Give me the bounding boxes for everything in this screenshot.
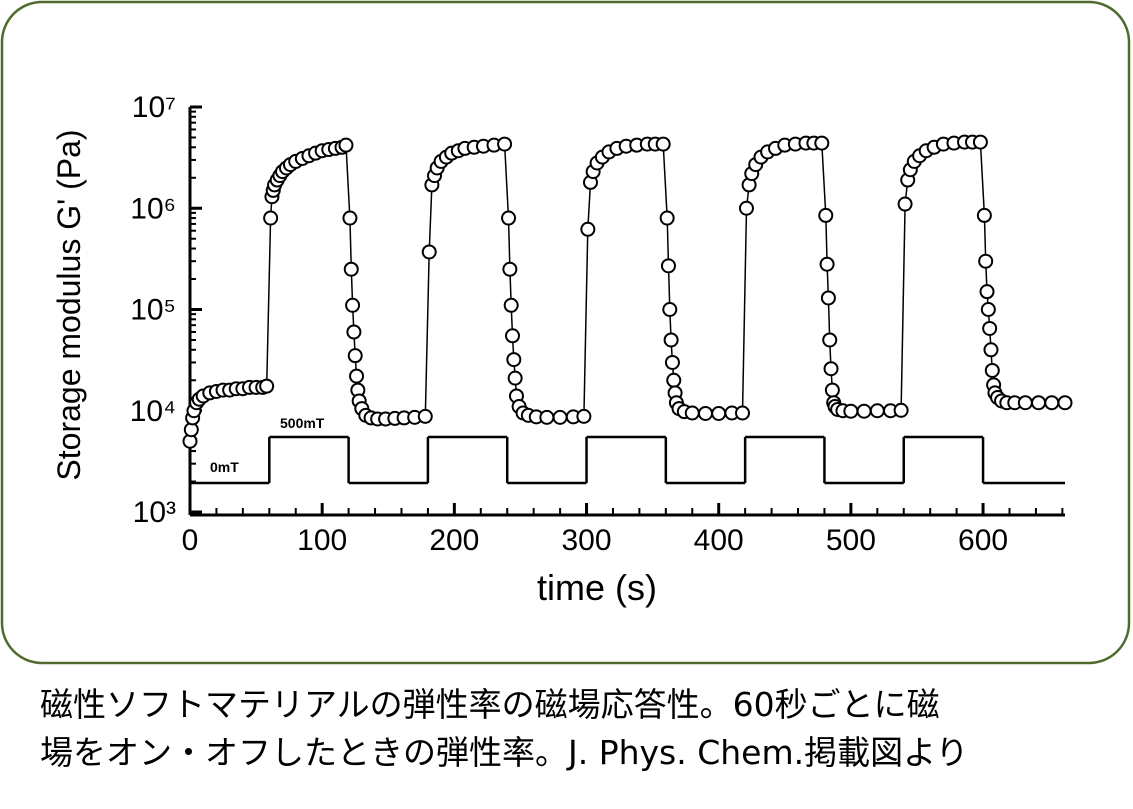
data-point — [580, 221, 596, 237]
data-point — [856, 403, 872, 419]
data-point — [259, 378, 275, 394]
data-point — [820, 290, 836, 306]
data-point — [1044, 395, 1060, 411]
data-point — [345, 297, 361, 313]
x-tick-label: 200 — [429, 524, 479, 557]
data-point — [738, 200, 754, 216]
x-tick-label: 500 — [826, 524, 876, 557]
data-point — [343, 261, 359, 277]
caption-line: 磁性ソフトマテリアルの弾性率の磁場応答性。60秒ごとに磁 — [40, 685, 940, 724]
data-point — [711, 405, 727, 421]
y-tick-label: 10⁴ — [130, 395, 176, 428]
data-point — [346, 324, 362, 340]
data-point — [662, 302, 678, 317]
data-point — [734, 405, 750, 421]
y-tick-label: 10⁷ — [132, 91, 176, 124]
data-point — [979, 284, 995, 300]
y-axis-label: Storage modulus G' (Pa) — [51, 129, 87, 480]
data-point — [819, 256, 835, 272]
data-point — [655, 136, 671, 152]
data-point — [506, 352, 522, 368]
data-point — [976, 207, 992, 223]
x-tick-label: 400 — [694, 524, 744, 557]
y-tick-label: 10³ — [133, 496, 176, 529]
data-point — [972, 134, 988, 150]
data-point — [347, 348, 363, 364]
data-point — [983, 342, 999, 358]
data-point — [497, 136, 513, 152]
data-point — [664, 354, 680, 370]
data-point — [980, 302, 996, 317]
x-tick-label: 100 — [297, 524, 347, 557]
data-point — [1031, 395, 1047, 411]
x-tick-label: 0 — [182, 524, 199, 557]
field-label: 0mT — [210, 459, 239, 475]
x-tick-label: 300 — [561, 524, 611, 557]
data-point — [663, 332, 679, 348]
data-point — [660, 258, 676, 274]
data-point — [576, 408, 592, 424]
data-point — [822, 332, 838, 348]
data-point — [823, 361, 839, 377]
data-point — [818, 207, 834, 223]
data-point — [897, 196, 913, 212]
data-point — [843, 403, 859, 419]
data-point — [814, 135, 830, 151]
data-point — [684, 405, 700, 421]
data-point — [824, 382, 840, 398]
data-point — [421, 244, 437, 260]
data-point — [984, 362, 1000, 378]
field-label: 500mT — [280, 415, 325, 431]
x-tick-label: 600 — [958, 524, 1008, 557]
data-point — [659, 210, 675, 226]
data-point — [539, 409, 555, 425]
data-point — [505, 328, 521, 344]
data-point — [501, 210, 517, 226]
data-point — [666, 372, 682, 388]
data-point — [263, 210, 279, 226]
data-point — [1017, 395, 1033, 411]
data-point — [502, 261, 518, 277]
data-point — [503, 297, 519, 313]
x-axis-label: time (s) — [537, 567, 657, 608]
data-point — [697, 405, 713, 421]
data-point — [349, 368, 365, 384]
data-point — [507, 370, 523, 386]
data-point — [1057, 395, 1073, 411]
data-point — [869, 403, 885, 419]
caption-line: 場をオン・オフしたときの弾性率。J. Phys. Chem.掲載図より — [40, 733, 969, 772]
data-point — [982, 320, 998, 336]
data-point — [342, 210, 358, 226]
data-point — [552, 409, 568, 425]
data-point — [417, 408, 433, 424]
data-point — [338, 137, 354, 153]
y-tick-label: 10⁵ — [130, 294, 176, 327]
chart: time (s) Storage modulus G' (Pa) 10³ 10⁴ 1… — [0, 0, 1131, 665]
data-point — [893, 402, 909, 418]
data-point — [978, 253, 994, 269]
y-tick-label: 10⁶ — [130, 192, 176, 225]
